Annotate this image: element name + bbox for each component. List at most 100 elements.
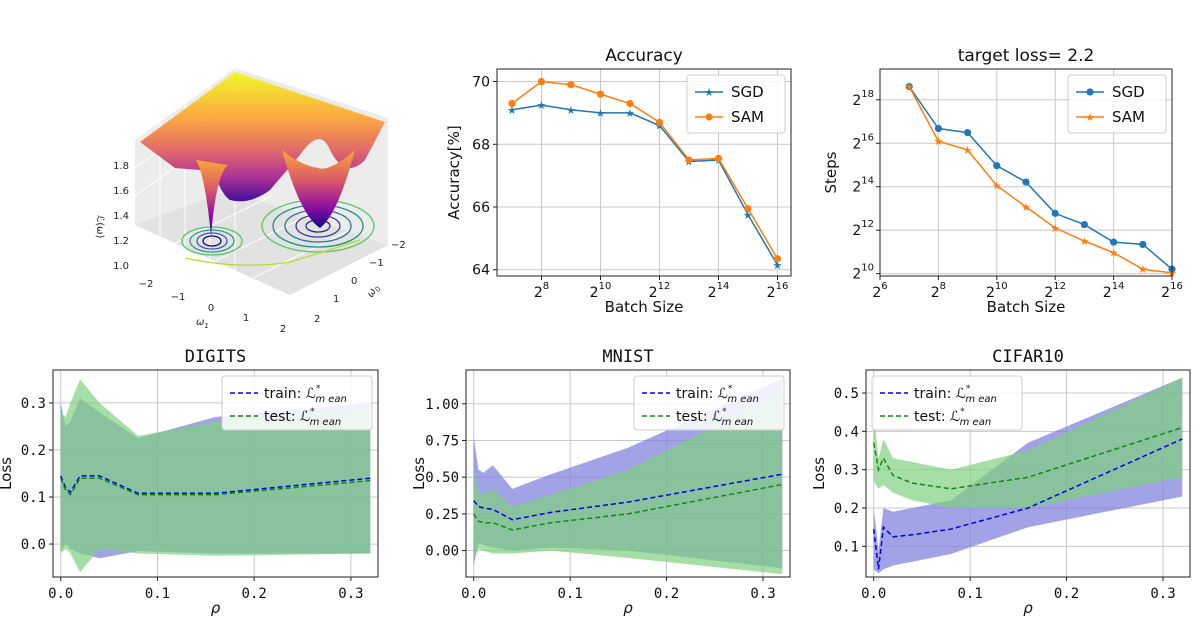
x-tick-label-base: 2 — [931, 285, 940, 301]
test-band — [873, 377, 1183, 508]
y-tick-label: 212 — [852, 219, 874, 239]
sam-point: ★ — [1079, 235, 1089, 248]
legend-label-main: test: ℒ — [914, 409, 960, 425]
chart-title: Accuracy — [605, 46, 683, 66]
legend-label-main: test: ℒ — [264, 409, 310, 425]
chart-title: MNIST — [602, 347, 653, 367]
legend-label: SAM — [731, 108, 764, 126]
legend-marker: ★ — [704, 86, 714, 99]
legend-label: test: ℒ* m ean — [676, 407, 753, 428]
legend-label-sup: * — [728, 384, 733, 394]
chart-title: CIFAR10 — [992, 347, 1064, 367]
sam-point: ★ — [1138, 263, 1148, 276]
legend-marker: ★ — [1085, 111, 1095, 124]
legend-label-sub: m ean — [315, 394, 347, 405]
y-axis-label: Loss — [0, 457, 15, 490]
sgd-point — [964, 129, 972, 137]
x-tick-label-exp: 16 — [1170, 281, 1183, 292]
x-tick-label-exp: 8 — [940, 281, 946, 292]
sgd-point — [1110, 238, 1118, 246]
train-line — [60, 475, 371, 495]
y-tick-label-exp: 10 — [861, 263, 874, 274]
legend-label-sup: * — [310, 407, 315, 417]
sgd-point: ★ — [655, 119, 665, 132]
y-tick-label-base: 2 — [852, 136, 861, 152]
y-tick-label: 214 — [852, 176, 874, 196]
x-axis-label: Batch Size — [605, 298, 684, 316]
x-tick-label-base: 2 — [708, 285, 717, 301]
y-tick-label-base: 2 — [852, 93, 861, 109]
x-tick-label: 0.1 — [557, 586, 582, 602]
y-tick-label: 1.00 — [425, 397, 459, 413]
x-axis-label: Batch Size — [987, 298, 1066, 316]
legend-label-sub: m ean — [727, 394, 759, 405]
legend-label: test: ℒ* m ean — [914, 407, 991, 428]
x-tick-label: 0.0 — [461, 586, 486, 602]
loss-surface-3d: 1.0 1.2 1.4 1.6 1.8 ℒ(ω) −2 −1 0 1 2 ω1 … — [94, 68, 406, 335]
svg-text:1.4: 1.4 — [113, 211, 129, 222]
x-tick-label: 210 — [590, 281, 612, 301]
chart-title: DIGITS — [185, 347, 246, 367]
sgd-point — [993, 162, 1001, 170]
train-line — [872, 438, 1183, 570]
x-axis-label: ρ — [211, 599, 221, 617]
svg-text:−1: −1 — [171, 292, 186, 303]
legend-label-sup: * — [316, 384, 321, 394]
sam-point: ★ — [933, 135, 943, 148]
x-tick-label-exp: 6 — [881, 281, 887, 292]
x-axis-label: ρ — [623, 599, 633, 617]
sgd-point — [1022, 178, 1030, 186]
x-tick-label-base: 2 — [767, 285, 776, 301]
x-tick-label: 0.2 — [1054, 586, 1079, 602]
y-tick-label: 216 — [852, 132, 874, 152]
legend-label-main: test: ℒ — [676, 409, 722, 425]
sgd-point: ★ — [507, 104, 517, 117]
steps-chart: ★★★★★★★★★ ★26 28 210 212 214 21621021221421621… — [822, 46, 1183, 316]
legend-marker — [705, 113, 713, 121]
sgd-point — [1051, 209, 1059, 217]
svg-text:−2: −2 — [139, 279, 154, 290]
x-tick-label-exp: 12 — [658, 281, 671, 292]
x-tick-label-base: 2 — [1103, 285, 1112, 301]
legend-box — [871, 375, 1023, 431]
x-tick-label: 212 — [1044, 281, 1066, 301]
flat-well — [282, 150, 355, 228]
y-axis-label: Loss — [810, 457, 828, 490]
y-tick-label: 64 — [472, 263, 490, 279]
legend-label-main: train: ℒ — [914, 386, 966, 402]
y-tick-label: 0.3 — [834, 463, 859, 479]
y-tick-label: 0.2 — [21, 443, 46, 459]
legend: ★ SGD SAM — [686, 74, 786, 134]
legend-label: train: ℒ* m ean — [676, 384, 759, 405]
x-tick-label: 214 — [708, 281, 730, 301]
legend-label-main: train: ℒ — [264, 386, 316, 402]
sam-point — [773, 255, 782, 263]
sam-point — [655, 118, 664, 126]
y-tick-label: 0.0 — [21, 537, 46, 553]
train-line — [473, 473, 783, 521]
x-tick-label: 0.0 — [861, 586, 886, 602]
sgd-line — [908, 86, 1173, 270]
x-tick-label: 216 — [767, 281, 789, 301]
x-tick-label: 0.1 — [145, 586, 170, 602]
sam-point: ★ — [992, 180, 1002, 193]
sam-point: ★ — [1050, 222, 1060, 235]
svg-text:1.8: 1.8 — [113, 161, 129, 172]
y-tick-label-exp: 12 — [861, 219, 874, 230]
mnist-chart: 0.0 0.1 0.2 0.3 0.00 0.25 0.50 0.75 1.00 MNIST ρ Lo… — [410, 347, 791, 617]
svg-text:−2: −2 — [391, 240, 406, 251]
x-tick-label: 28 — [534, 281, 549, 301]
x-tick-label: 214 — [1103, 281, 1125, 301]
x-tick-label: 0.3 — [750, 586, 775, 602]
y-tick-label: 66 — [472, 200, 490, 216]
sgd-point: ★ — [596, 107, 606, 120]
legend-marker — [1086, 88, 1094, 96]
y-tick-label-base: 2 — [852, 267, 861, 283]
svg-text:0: 0 — [351, 276, 357, 287]
y-tick-label-exp: 16 — [861, 132, 874, 143]
sam-point — [508, 99, 516, 108]
